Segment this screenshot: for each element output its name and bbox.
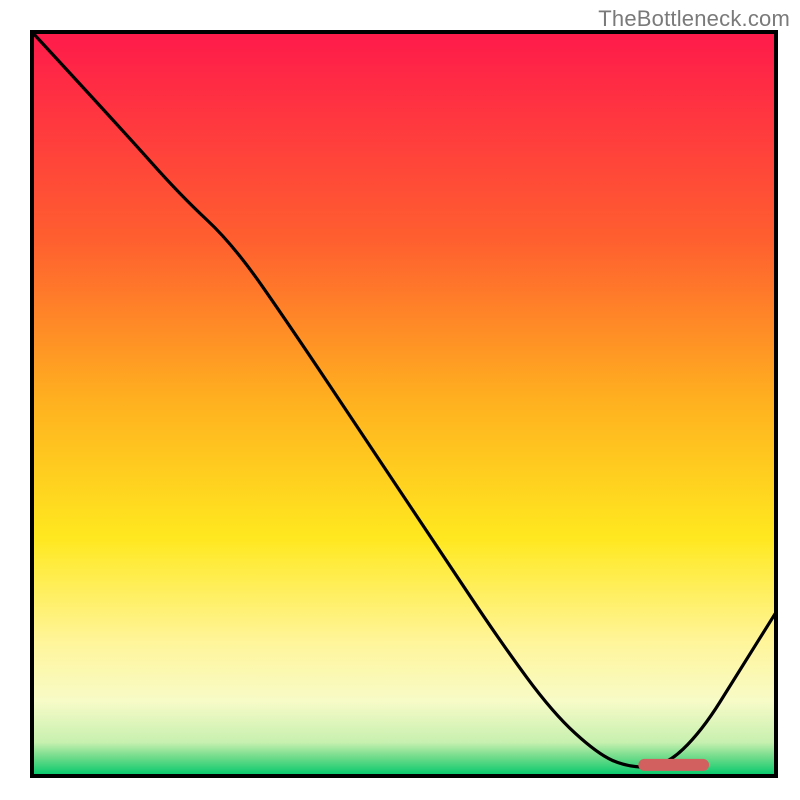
- optimal-range-marker: [638, 759, 709, 771]
- bottleneck-chart: [0, 0, 800, 800]
- watermark-text: TheBottleneck.com: [598, 6, 790, 32]
- chart-gradient-bg: [32, 32, 776, 776]
